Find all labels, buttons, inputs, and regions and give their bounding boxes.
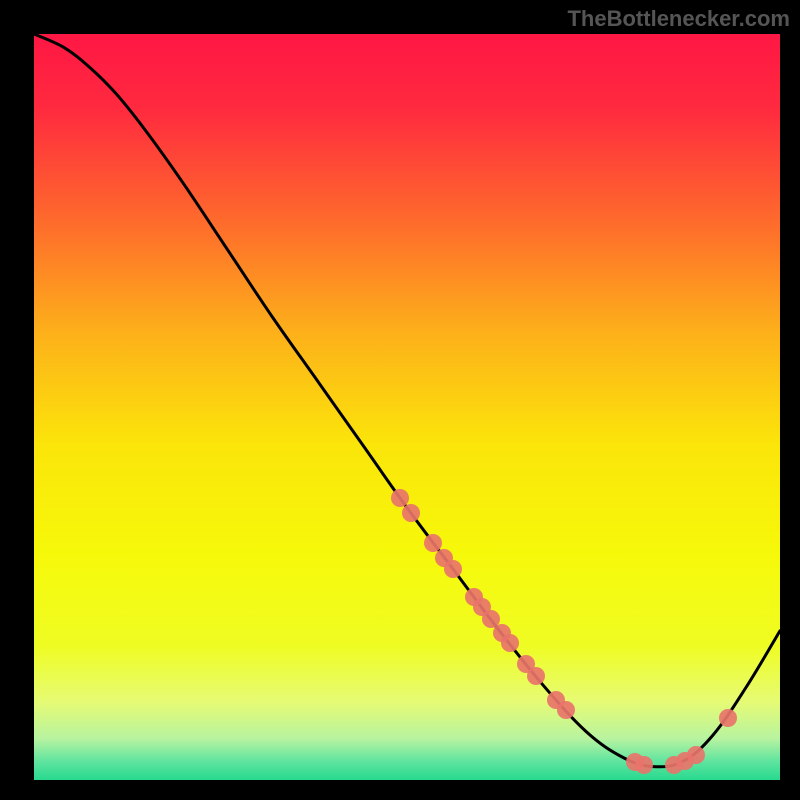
data-marker (501, 634, 519, 652)
data-marker (635, 756, 653, 774)
chart-container: TheBottlenecker.com (0, 0, 800, 800)
data-marker (719, 709, 737, 727)
data-marker (444, 560, 462, 578)
data-marker (557, 701, 575, 719)
data-marker (402, 504, 420, 522)
data-marker (527, 667, 545, 685)
attribution-text: TheBottlenecker.com (567, 6, 790, 32)
data-marker (687, 746, 705, 764)
markers-layer (34, 34, 780, 780)
plot-area (34, 34, 780, 780)
